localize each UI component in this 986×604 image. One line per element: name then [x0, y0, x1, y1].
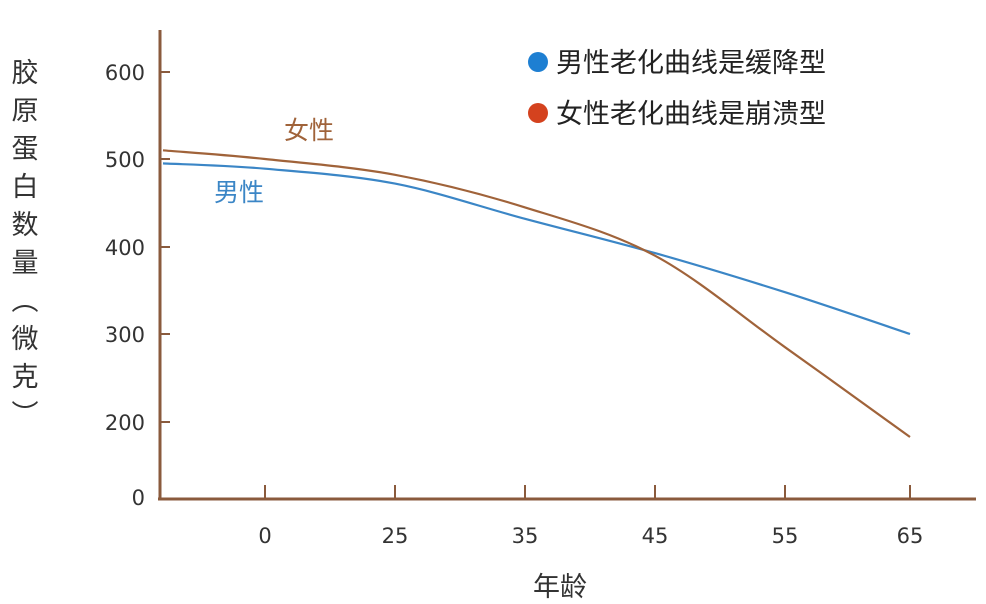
- x-tick-label: 55: [772, 524, 799, 548]
- x-tick-label: 35: [512, 524, 539, 548]
- y-tick-label: 0: [132, 486, 145, 510]
- series-label-male: 男性: [214, 178, 264, 207]
- legend-text-male: 男性老化曲线是缓降型: [556, 48, 826, 79]
- x-axis-title: 年龄: [533, 572, 587, 603]
- y-tick-label: 500: [105, 148, 145, 172]
- series-label-female: 女性: [284, 116, 334, 145]
- y-tick-label: 400: [105, 236, 145, 260]
- y-tick-label: 200: [105, 411, 145, 435]
- y-axis-title: 胶原蛋白数量︵微克︶: [12, 58, 39, 431]
- series-line-male: [162, 162, 911, 336]
- legend-marker-male: [528, 52, 548, 72]
- series-line-female: [162, 149, 911, 438]
- x-tick-label: 25: [382, 524, 409, 548]
- y-tick-label: 300: [105, 323, 145, 347]
- x-tick-label: 65: [897, 524, 924, 548]
- legend-text-female: 女性老化曲线是崩溃型: [556, 99, 826, 130]
- x-tick-label: 45: [642, 524, 669, 548]
- x-tick-label: 0: [258, 524, 271, 548]
- y-tick-label: 600: [105, 61, 145, 85]
- legend: 男性老化曲线是缓降型 女性老化曲线是崩溃型: [528, 48, 826, 130]
- legend-marker-female: [528, 103, 548, 123]
